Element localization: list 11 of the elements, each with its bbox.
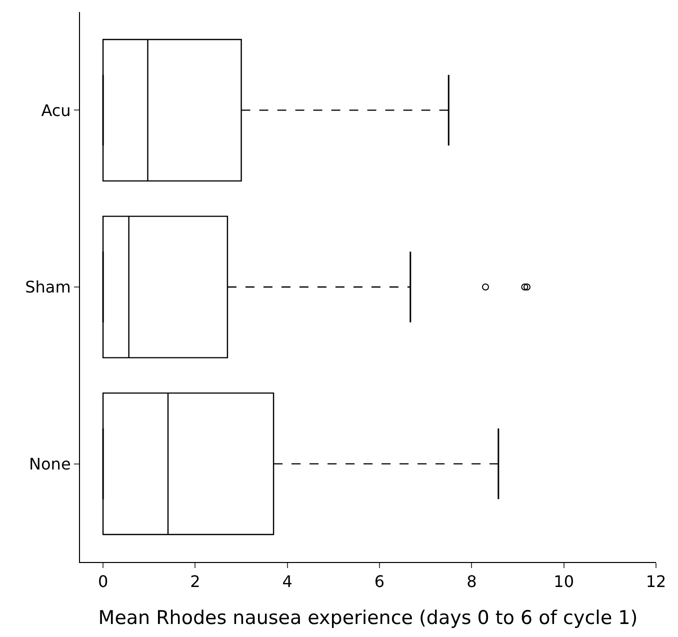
- y-tick-label: Acu: [41, 100, 71, 120]
- y-tick-label: None: [29, 454, 71, 474]
- x-tick-label: 0: [98, 572, 108, 592]
- x-tick-label: 6: [374, 572, 385, 592]
- x-tick-label: 4: [282, 572, 292, 592]
- x-tick-label: 10: [554, 572, 574, 592]
- x-tick-label: 12: [646, 572, 666, 592]
- x-tick-label: 2: [190, 572, 200, 592]
- y-tick-label: Sham: [25, 278, 71, 297]
- x-axis-title: Mean Rhodes nausea experience (days 0 to 6 of cycle 1): [98, 607, 638, 629]
- x-tick-label: 8: [466, 572, 477, 592]
